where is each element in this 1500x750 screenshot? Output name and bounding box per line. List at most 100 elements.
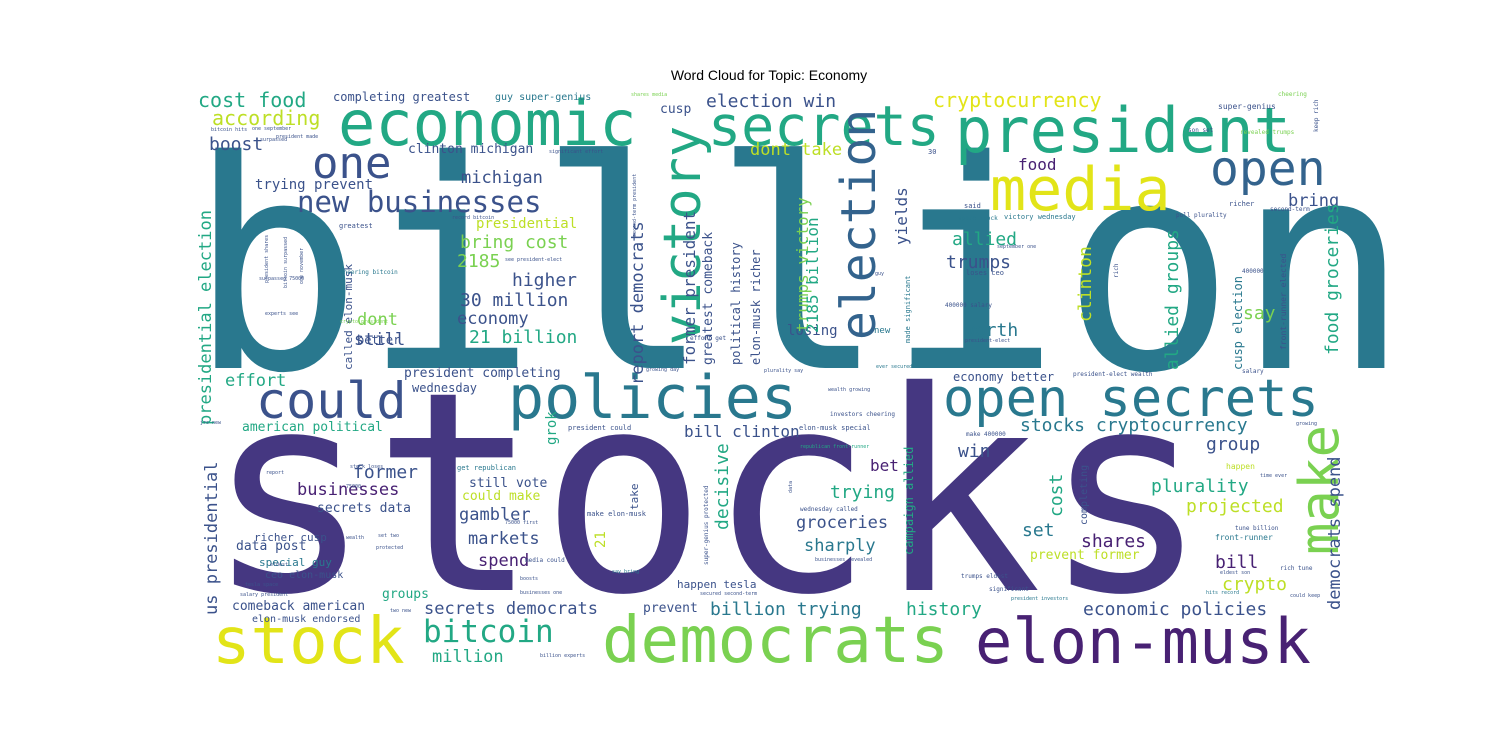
word-rich: rich xyxy=(1113,263,1120,278)
word-could-make: could make xyxy=(462,489,540,504)
word-cheering-bitcoin: cheering bitcoin xyxy=(340,269,398,276)
word-us-presidential: us presidential xyxy=(202,461,222,615)
word-protected: protected xyxy=(376,545,403,551)
word-wednesday: wednesday xyxy=(412,381,477,395)
word-election: election xyxy=(831,109,887,340)
chart-title: Word Cloud for Topic: Economy xyxy=(670,67,868,83)
word-could: could xyxy=(256,372,407,430)
word-30-million: 30 million xyxy=(460,290,568,311)
word-win: win xyxy=(958,441,991,462)
word-higher: higher xyxy=(512,270,577,291)
word-significant-effort: significant effort xyxy=(549,149,603,155)
word-completing: completing xyxy=(1079,465,1090,525)
word-dont: dont xyxy=(357,310,398,330)
word-cost-food: cost food xyxy=(198,88,306,112)
word-trumps-victory: trumps victory xyxy=(793,197,812,332)
word-rich-tune: rich tune xyxy=(1280,565,1313,572)
word-2185-billion: 2185 billion xyxy=(803,217,822,333)
word-guy-super-genius: guy super-genius xyxy=(495,92,591,103)
word-bitcoin-surpassed: bitcoin surpassed xyxy=(283,237,289,288)
word-75000-first: 75000 first xyxy=(505,520,538,526)
word-secured-second-term: secured second-term xyxy=(700,591,757,597)
word-significant: significant xyxy=(989,586,1029,593)
word-president-elect: president-elect xyxy=(965,338,1010,344)
word-president: president xyxy=(955,94,1291,167)
word-set: set xyxy=(1022,520,1055,541)
word-businesses-one: businesses one xyxy=(520,590,562,596)
word-bill-clinton: bill clinton xyxy=(684,422,800,441)
word-21-billion: 21 billion xyxy=(469,327,577,348)
word-bet: bet xyxy=(870,456,899,475)
word-businesses-revealed: businesses revealed xyxy=(815,557,872,563)
word-clinton-michigan: clinton michigan xyxy=(408,142,533,157)
word-time-ever: time ever xyxy=(1260,473,1287,479)
word-group: group xyxy=(1206,434,1260,455)
word-elon-musk-special: elon-musk special xyxy=(799,424,871,432)
word-elon-musk: elon-musk xyxy=(975,605,1311,678)
word-data: data xyxy=(788,481,794,493)
word-open: open xyxy=(1210,141,1326,197)
word-21: 21 xyxy=(593,531,609,548)
word-crypto: crypto xyxy=(1222,574,1287,595)
word-completing-greatest: completing greatest xyxy=(333,90,470,104)
word-democrats: democrats xyxy=(602,604,949,678)
word-plurality-say: plurality say xyxy=(764,368,803,374)
word-political-history: political history xyxy=(729,242,743,365)
word-dont-take: dont take xyxy=(750,140,842,160)
word-better: better xyxy=(357,333,400,347)
word-growing: growing xyxy=(1296,421,1317,427)
word-clinton: clinton xyxy=(1075,246,1096,322)
word-food: food xyxy=(1018,155,1057,174)
word-could-keep: could keep xyxy=(1290,593,1320,599)
word-bring: bring xyxy=(1288,191,1339,211)
word-president-could: president could xyxy=(568,424,631,432)
word-second-term: second-term xyxy=(1270,206,1310,213)
word-food-groceries: food groceries xyxy=(1322,203,1343,355)
word-history: history xyxy=(906,599,982,620)
word-loses-ceo: loses ceo xyxy=(966,269,1004,277)
word-make-400000: make 400000 xyxy=(966,431,1006,438)
word-75000: 75000 xyxy=(346,484,361,490)
word-hits-record: hits record xyxy=(1206,590,1239,596)
word-new: new xyxy=(874,326,891,336)
word-ever-secured: ever secured xyxy=(876,364,912,370)
word-presidential-election: presidential election xyxy=(196,210,216,425)
word-former: former xyxy=(353,462,418,483)
word-shares-media: shares media xyxy=(631,92,667,98)
word-prevent: prevent xyxy=(643,601,698,616)
word-one: one xyxy=(312,138,391,189)
word-billion: billion xyxy=(188,100,1410,437)
word-said: said xyxy=(964,202,981,210)
word-shares: shares xyxy=(1081,531,1146,552)
word-trumps: trumps xyxy=(946,252,1011,273)
word-ceo-elon-musk: ceo elon-musk xyxy=(265,570,343,581)
word-crypto-president: crypto president xyxy=(340,319,388,325)
word-special-guy: special guy xyxy=(259,556,332,569)
word-former-president: former president xyxy=(680,211,699,365)
word-decisive: decisive xyxy=(712,443,733,530)
word-say: say xyxy=(1243,303,1276,324)
word-guy: guy xyxy=(875,271,884,277)
word-jrs-new: jrs new xyxy=(200,420,222,426)
word-billion-experts: billion experts xyxy=(540,653,585,659)
word-open-secrets: open secrets xyxy=(943,369,1319,429)
word-campaign-allied: campaign allied xyxy=(902,447,916,555)
word-revealed-trumps: revealed trumps xyxy=(1240,129,1295,136)
word-sharply: sharply xyxy=(804,536,876,556)
word-one-november: one november xyxy=(299,248,305,284)
word-billion-trying: billion trying xyxy=(710,599,862,620)
word-super-genius: super-genius xyxy=(1218,102,1276,111)
word-economic: economic xyxy=(338,87,637,160)
word-groups: groups xyxy=(382,587,429,602)
word-republican-front-runner: republican front-runner xyxy=(800,444,869,450)
word-groceries: groceries xyxy=(796,513,888,533)
word-stock: stock xyxy=(212,605,405,679)
word-stock-loses: stock loses xyxy=(350,464,383,470)
word-economy: economy xyxy=(457,309,529,329)
word-media: media xyxy=(990,155,1171,225)
word-businesses: businesses xyxy=(297,480,399,500)
word-eldest: eldest xyxy=(270,562,288,568)
word-cryptocurrency: cryptocurrency xyxy=(933,88,1102,112)
word-grok: grok xyxy=(544,411,560,445)
word-new-businesses: new businesses xyxy=(297,185,541,219)
